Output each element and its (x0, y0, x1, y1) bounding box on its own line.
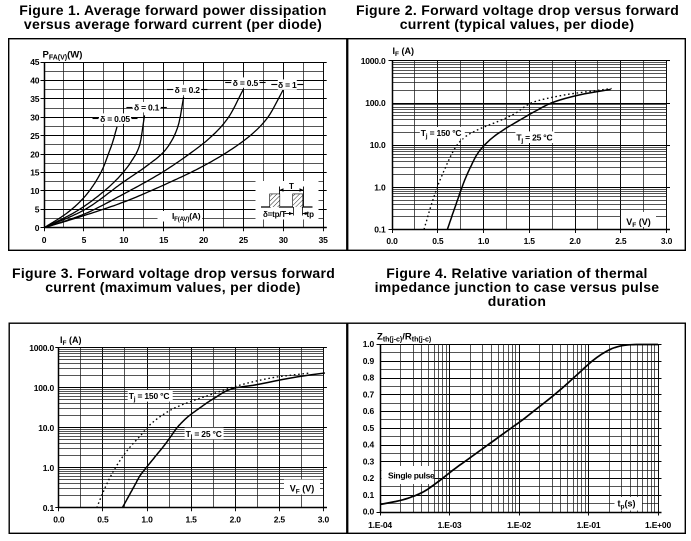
svg-text:1.0: 1.0 (43, 463, 55, 473)
svg-text:0.7: 0.7 (363, 389, 375, 399)
svg-text:δ = 0.2: δ = 0.2 (175, 85, 201, 95)
svg-text:δ = 1: δ = 1 (278, 80, 297, 90)
svg-text:0.1: 0.1 (374, 225, 386, 235)
svg-text:30: 30 (279, 235, 289, 245)
svg-text:Tj = 25 °C: Tj = 25 °C (186, 429, 222, 441)
svg-text:δ = 0.1: δ = 0.1 (134, 103, 160, 113)
svg-text:1.E+00: 1.E+00 (645, 520, 671, 530)
svg-text:10.0: 10.0 (38, 423, 54, 433)
svg-text:2.0: 2.0 (230, 515, 242, 525)
svg-text:0.0: 0.0 (53, 515, 65, 525)
svg-text:30: 30 (30, 113, 40, 123)
svg-text:5: 5 (35, 205, 40, 215)
svg-text:0.5: 0.5 (432, 236, 444, 246)
svg-text:IF (A): IF (A) (393, 46, 415, 58)
svg-text:δ = 0.05: δ = 0.05 (100, 114, 130, 124)
svg-text:20: 20 (30, 149, 40, 159)
svg-text:10: 10 (119, 235, 129, 245)
svg-text:35: 35 (319, 235, 329, 245)
svg-text:1.5: 1.5 (524, 236, 536, 246)
svg-text:0.5: 0.5 (363, 423, 375, 433)
svg-text:3.0: 3.0 (661, 236, 673, 246)
svg-text:0.1: 0.1 (363, 490, 375, 500)
svg-text:0.0: 0.0 (386, 236, 398, 246)
svg-text:0.1: 0.1 (43, 503, 55, 513)
svg-text:100.0: 100.0 (365, 98, 386, 108)
svg-text:35: 35 (30, 94, 40, 104)
svg-text:Single pulse: Single pulse (388, 471, 435, 481)
svg-text:tp: tp (307, 210, 315, 219)
svg-text:5: 5 (82, 235, 87, 245)
svg-text:3.0: 3.0 (318, 515, 330, 525)
svg-text:VF (V): VF (V) (290, 484, 315, 496)
svg-text:15: 15 (30, 168, 40, 178)
svg-text:20: 20 (199, 235, 209, 245)
svg-text:100.0: 100.0 (34, 383, 55, 393)
svg-text:Tj = 150 °C: Tj = 150 °C (129, 391, 170, 403)
svg-text:1.E-04: 1.E-04 (368, 520, 392, 530)
svg-text:0.5: 0.5 (97, 515, 109, 525)
svg-text:0.3: 0.3 (363, 456, 375, 466)
svg-text:1.0: 1.0 (141, 515, 153, 525)
svg-text:Tj = 25 °C: Tj = 25 °C (516, 133, 552, 145)
svg-text:1000.0: 1000.0 (29, 343, 54, 353)
svg-text:1.0: 1.0 (374, 182, 386, 192)
svg-text:PFA(V)(W): PFA(V)(W) (43, 50, 83, 62)
svg-text:1000.0: 1000.0 (361, 56, 386, 66)
svg-text:1.0: 1.0 (363, 339, 375, 349)
svg-text:40: 40 (30, 76, 40, 86)
svg-text:2.0: 2.0 (569, 236, 581, 246)
svg-text:IF (A): IF (A) (60, 335, 82, 347)
svg-text:VF (V): VF (V) (626, 217, 651, 229)
svg-text:0: 0 (42, 235, 47, 245)
svg-text:25: 25 (239, 235, 249, 245)
svg-text:0.6: 0.6 (363, 406, 375, 416)
svg-text:0.4: 0.4 (363, 440, 375, 450)
svg-text:Zth(j-c)/Rth(j-c): Zth(j-c)/Rth(j-c) (377, 332, 431, 344)
svg-text:0: 0 (35, 223, 40, 233)
svg-text:0.9: 0.9 (363, 356, 375, 366)
svg-text:1.E-03: 1.E-03 (438, 520, 462, 530)
svg-text:tp(s): tp(s) (618, 499, 636, 511)
svg-text:2.5: 2.5 (615, 236, 627, 246)
svg-text:25: 25 (30, 131, 40, 141)
svg-text:δ = 0.5: δ = 0.5 (233, 78, 259, 88)
svg-text:0.2: 0.2 (363, 473, 375, 483)
svg-text:10.0: 10.0 (370, 140, 386, 150)
svg-text:1.5: 1.5 (185, 515, 197, 525)
svg-text:δ=tp/T: δ=tp/T (263, 210, 286, 219)
svg-text:0.8: 0.8 (363, 373, 375, 383)
svg-text:0.0: 0.0 (363, 507, 375, 517)
svg-text:Tj = 150 °C: Tj = 150 °C (421, 128, 462, 140)
svg-text:15: 15 (159, 235, 169, 245)
svg-text:10: 10 (30, 186, 40, 196)
svg-text:T: T (289, 182, 294, 191)
svg-text:1.0: 1.0 (478, 236, 490, 246)
svg-text:1.E-02: 1.E-02 (507, 520, 531, 530)
svg-text:45: 45 (30, 57, 40, 67)
svg-text:1.E-01: 1.E-01 (577, 520, 601, 530)
svg-text:2.5: 2.5 (274, 515, 286, 525)
